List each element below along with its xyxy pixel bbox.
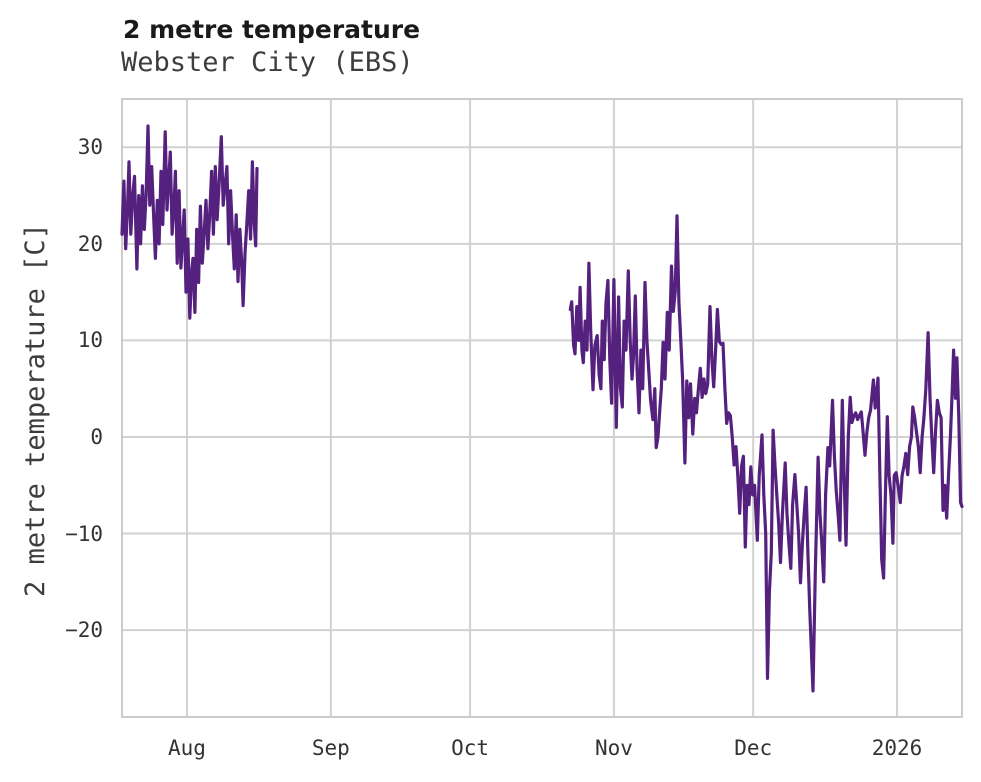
chart-title: 2 metre temperature [123, 15, 421, 44]
y-tick-label: 20 [77, 231, 103, 256]
x-tick-label: Dec [734, 736, 773, 760]
x-tick-label: Oct [451, 736, 490, 760]
x-tick-label: Sep [311, 736, 350, 760]
y-tick-label: 10 [77, 328, 103, 353]
chart-subtitle: Webster City (EBS) [121, 47, 414, 78]
x-tick-label: 2026 [871, 736, 923, 760]
x-tick-label: Aug [168, 736, 206, 760]
temperature-line [568, 214, 964, 693]
x-tick-label: Nov [594, 736, 633, 760]
temperature-line [120, 124, 259, 320]
y-tick-label: −10 [65, 521, 103, 546]
plot-frame [121, 98, 963, 718]
y-tick-label: −20 [65, 618, 103, 643]
y-tick-label: 0 [90, 424, 103, 449]
y-tick-label: 30 [77, 135, 103, 160]
